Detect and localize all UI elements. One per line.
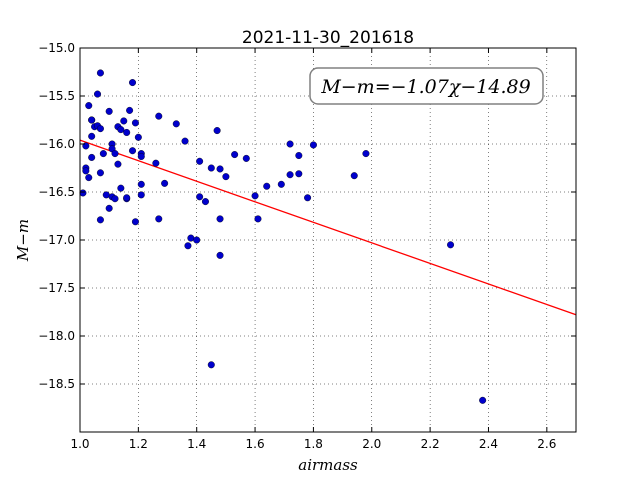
data-point — [242, 154, 250, 162]
data-point — [129, 147, 137, 155]
data-point — [286, 140, 294, 148]
y-tick-label: −17.0 — [38, 233, 75, 247]
data-point — [231, 151, 239, 159]
data-point — [152, 159, 160, 167]
gridlines — [79, 47, 576, 432]
x-tick-label: 2.6 — [537, 437, 556, 451]
data-point — [137, 180, 145, 188]
data-point — [286, 171, 294, 179]
data-point — [137, 152, 145, 160]
data-point — [222, 173, 230, 181]
data-point — [479, 396, 487, 404]
data-point — [196, 193, 204, 201]
data-point — [134, 133, 142, 141]
x-axis-label: airmass — [298, 456, 358, 474]
data-point — [161, 179, 169, 187]
y-tick-label: −18.5 — [38, 377, 75, 391]
data-point — [309, 141, 317, 149]
data-point — [94, 90, 102, 98]
data-point — [187, 234, 195, 242]
data-point — [99, 150, 107, 158]
data-point — [111, 150, 119, 158]
data-point — [254, 215, 262, 223]
data-point — [131, 119, 139, 127]
data-point — [88, 116, 96, 124]
data-point — [251, 192, 259, 200]
data-point — [88, 153, 96, 161]
fit-line — [79, 139, 577, 316]
data-point — [263, 182, 271, 190]
x-tick-label: 1.6 — [246, 437, 265, 451]
data-point — [213, 127, 221, 135]
data-point — [155, 215, 163, 223]
data-point — [85, 174, 93, 182]
x-tick-label: 1.8 — [304, 437, 323, 451]
fit-equation-annotation: M−m=−1.07χ−14.89 — [309, 67, 544, 105]
data-point — [117, 126, 125, 134]
data-point — [96, 125, 104, 133]
data-point — [350, 172, 358, 180]
data-point — [362, 150, 370, 158]
data-point — [295, 152, 303, 160]
data-point — [181, 137, 189, 145]
plot-area — [79, 47, 577, 433]
data-point — [277, 180, 285, 188]
data-points — [79, 69, 487, 404]
data-point — [155, 112, 163, 120]
x-tick-labels: 1.0 1.2 1.4 1.6 1.8 2.0 2.2 2.4 2.6 — [70, 437, 556, 451]
data-point — [196, 157, 204, 165]
y-tick-label: −16.5 — [38, 185, 75, 199]
y-tick-label: −15.5 — [38, 89, 75, 103]
x-tick-label: 1.4 — [187, 437, 206, 451]
data-point — [129, 79, 137, 87]
y-tick-label: −18.0 — [38, 329, 75, 343]
data-point — [96, 169, 104, 177]
data-point — [137, 191, 145, 199]
data-point — [447, 241, 455, 249]
data-point — [295, 170, 303, 178]
y-tick-labels: −15.0 −15.5 −16.0 −16.5 −17.0 −17.5 −18.0 −18.5 — [38, 41, 75, 391]
data-point — [102, 191, 110, 199]
data-point — [117, 184, 125, 192]
data-point — [96, 216, 104, 224]
data-point — [304, 194, 312, 202]
chart-title: 2021-11-30_201618 — [242, 28, 414, 48]
data-point — [216, 251, 224, 259]
data-point — [114, 160, 122, 168]
y-tick-label: −17.5 — [38, 281, 75, 295]
data-point — [88, 132, 96, 140]
data-point — [79, 189, 87, 197]
data-point — [85, 102, 93, 110]
data-point — [207, 164, 215, 172]
data-point — [105, 107, 113, 115]
x-tick-label: 2.4 — [479, 437, 498, 451]
tick-marks — [79, 47, 576, 432]
y-tick-label: −16.0 — [38, 137, 75, 151]
x-tick-label: 2.2 — [421, 437, 440, 451]
data-point — [207, 361, 215, 369]
data-point — [126, 106, 134, 114]
data-point — [96, 69, 104, 77]
data-point — [193, 236, 201, 244]
y-tick-label: −15.0 — [38, 41, 75, 55]
y-axis-label: M−m — [14, 219, 32, 262]
data-point — [82, 167, 90, 175]
data-point — [216, 215, 224, 223]
x-tick-label: 1.2 — [129, 437, 148, 451]
data-point — [123, 194, 131, 202]
data-point — [131, 218, 139, 226]
x-tick-label: 1.0 — [70, 437, 89, 451]
data-point — [172, 120, 180, 128]
data-point — [216, 165, 224, 173]
data-point — [184, 242, 192, 250]
data-point — [120, 117, 128, 125]
x-tick-label: 2.0 — [362, 437, 381, 451]
data-point — [111, 195, 119, 203]
annotation-box — [309, 67, 544, 105]
data-point — [123, 128, 131, 136]
data-point — [105, 204, 113, 212]
data-point — [201, 198, 209, 206]
fit-equation-text: M−m=−1.07χ−14.89 — [320, 76, 530, 98]
